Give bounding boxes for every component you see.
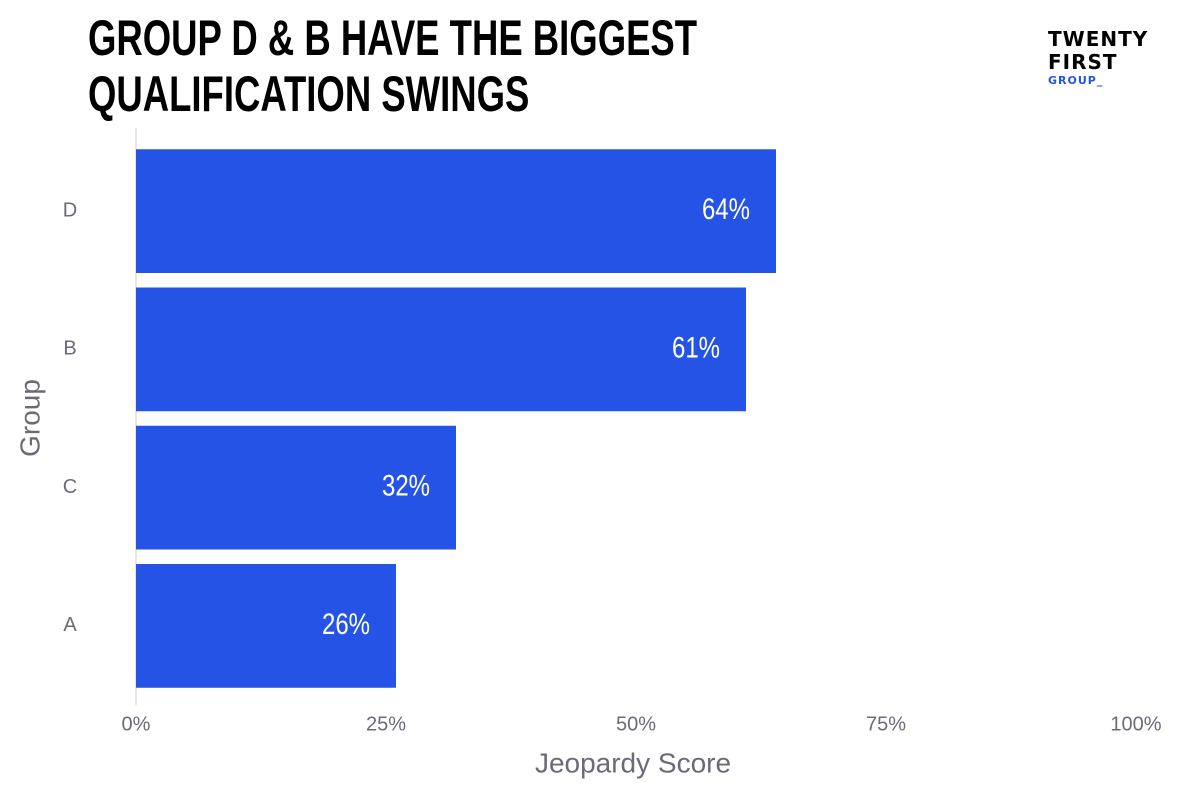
logo-text: GROUP_ [1048,74,1104,87]
x-tick-label: 0% [122,713,151,735]
x-tick-label: 100% [1110,713,1161,735]
y-tick-label: A [63,614,77,636]
bar [136,149,776,273]
chart-title: GROUP D & B HAVE THE BIGGEST QUALIFICATI… [88,10,698,122]
bar [136,287,746,412]
bar [136,425,456,550]
y-axis-label: Group [14,379,45,457]
value-label: 26% [322,606,370,640]
value-label: 32% [382,468,430,502]
x-axis-label: Jeopardy Score [535,747,731,778]
value-label: 61% [672,330,720,364]
logo-text: TWENTY [1048,27,1149,51]
bar [136,564,396,688]
logo-text: FIRST [1048,50,1118,74]
y-tick-label: B [63,338,76,360]
y-tick-label: C [63,476,77,498]
value-label: 64% [702,191,750,225]
x-tick-label: 50% [616,713,656,735]
x-tick-label: 75% [866,713,906,735]
x-tick-label: 25% [366,713,406,735]
logo: TWENTY FIRST GROUP_ [1048,28,1148,88]
y-tick-label: D [63,199,77,221]
